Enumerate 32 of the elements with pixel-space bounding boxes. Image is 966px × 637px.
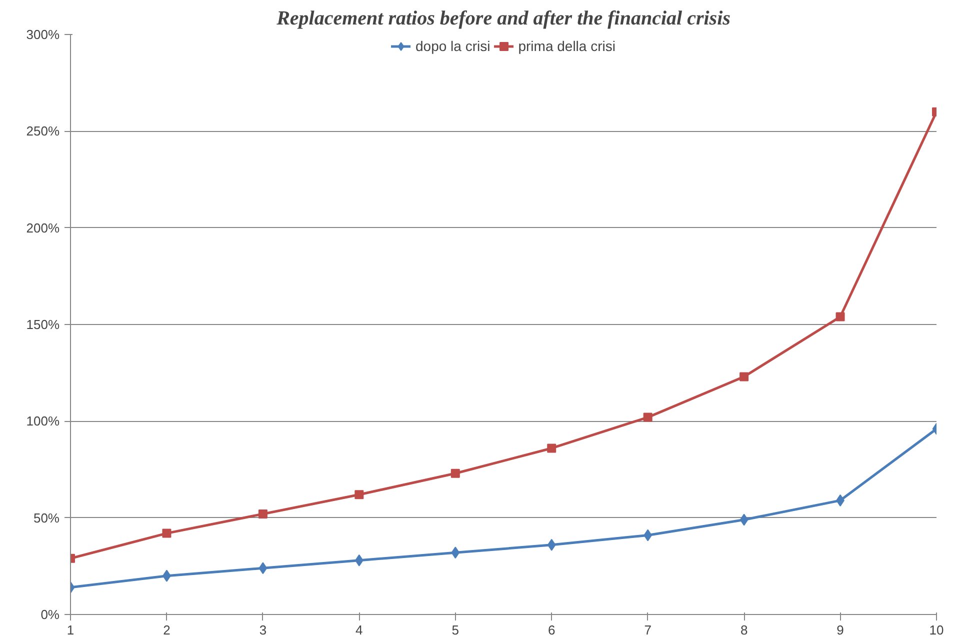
point <box>740 372 749 382</box>
y-tick-label: 300% <box>26 27 60 42</box>
point <box>836 312 845 322</box>
legend-label: prima della crisi <box>518 38 616 54</box>
legend-label: dopo la crisi <box>416 38 490 54</box>
x-tick-label: 4 <box>356 622 363 637</box>
x-tick-label: 3 <box>259 622 267 637</box>
point <box>162 528 172 538</box>
point <box>451 546 460 559</box>
point <box>354 490 364 500</box>
x-tick-label: 2 <box>163 622 170 637</box>
point <box>643 412 652 422</box>
chart-title: Replacement ratios before and after the financial crisis <box>276 8 731 30</box>
point <box>547 444 556 453</box>
y-tick-label: 50% <box>33 510 60 526</box>
x-tick-label: 7 <box>644 622 652 637</box>
point <box>450 468 460 478</box>
y-tick-label: 100% <box>26 414 60 429</box>
y-tick-label: 150% <box>26 317 60 332</box>
point <box>740 514 748 526</box>
x-tick-label: 10 <box>929 622 944 637</box>
x-tick-label: 5 <box>452 622 460 637</box>
y-tick-label: 0% <box>40 607 60 622</box>
point <box>258 509 268 518</box>
x-tick-label: 6 <box>548 622 556 637</box>
y-tick-label: 200% <box>26 220 60 236</box>
x-tick-label: 8 <box>740 622 748 637</box>
x-tick-label: 1 <box>66 622 74 637</box>
y-tick-label: 250% <box>26 124 60 139</box>
point <box>258 562 268 574</box>
point <box>547 538 556 551</box>
x-tick-label: 9 <box>836 622 844 637</box>
